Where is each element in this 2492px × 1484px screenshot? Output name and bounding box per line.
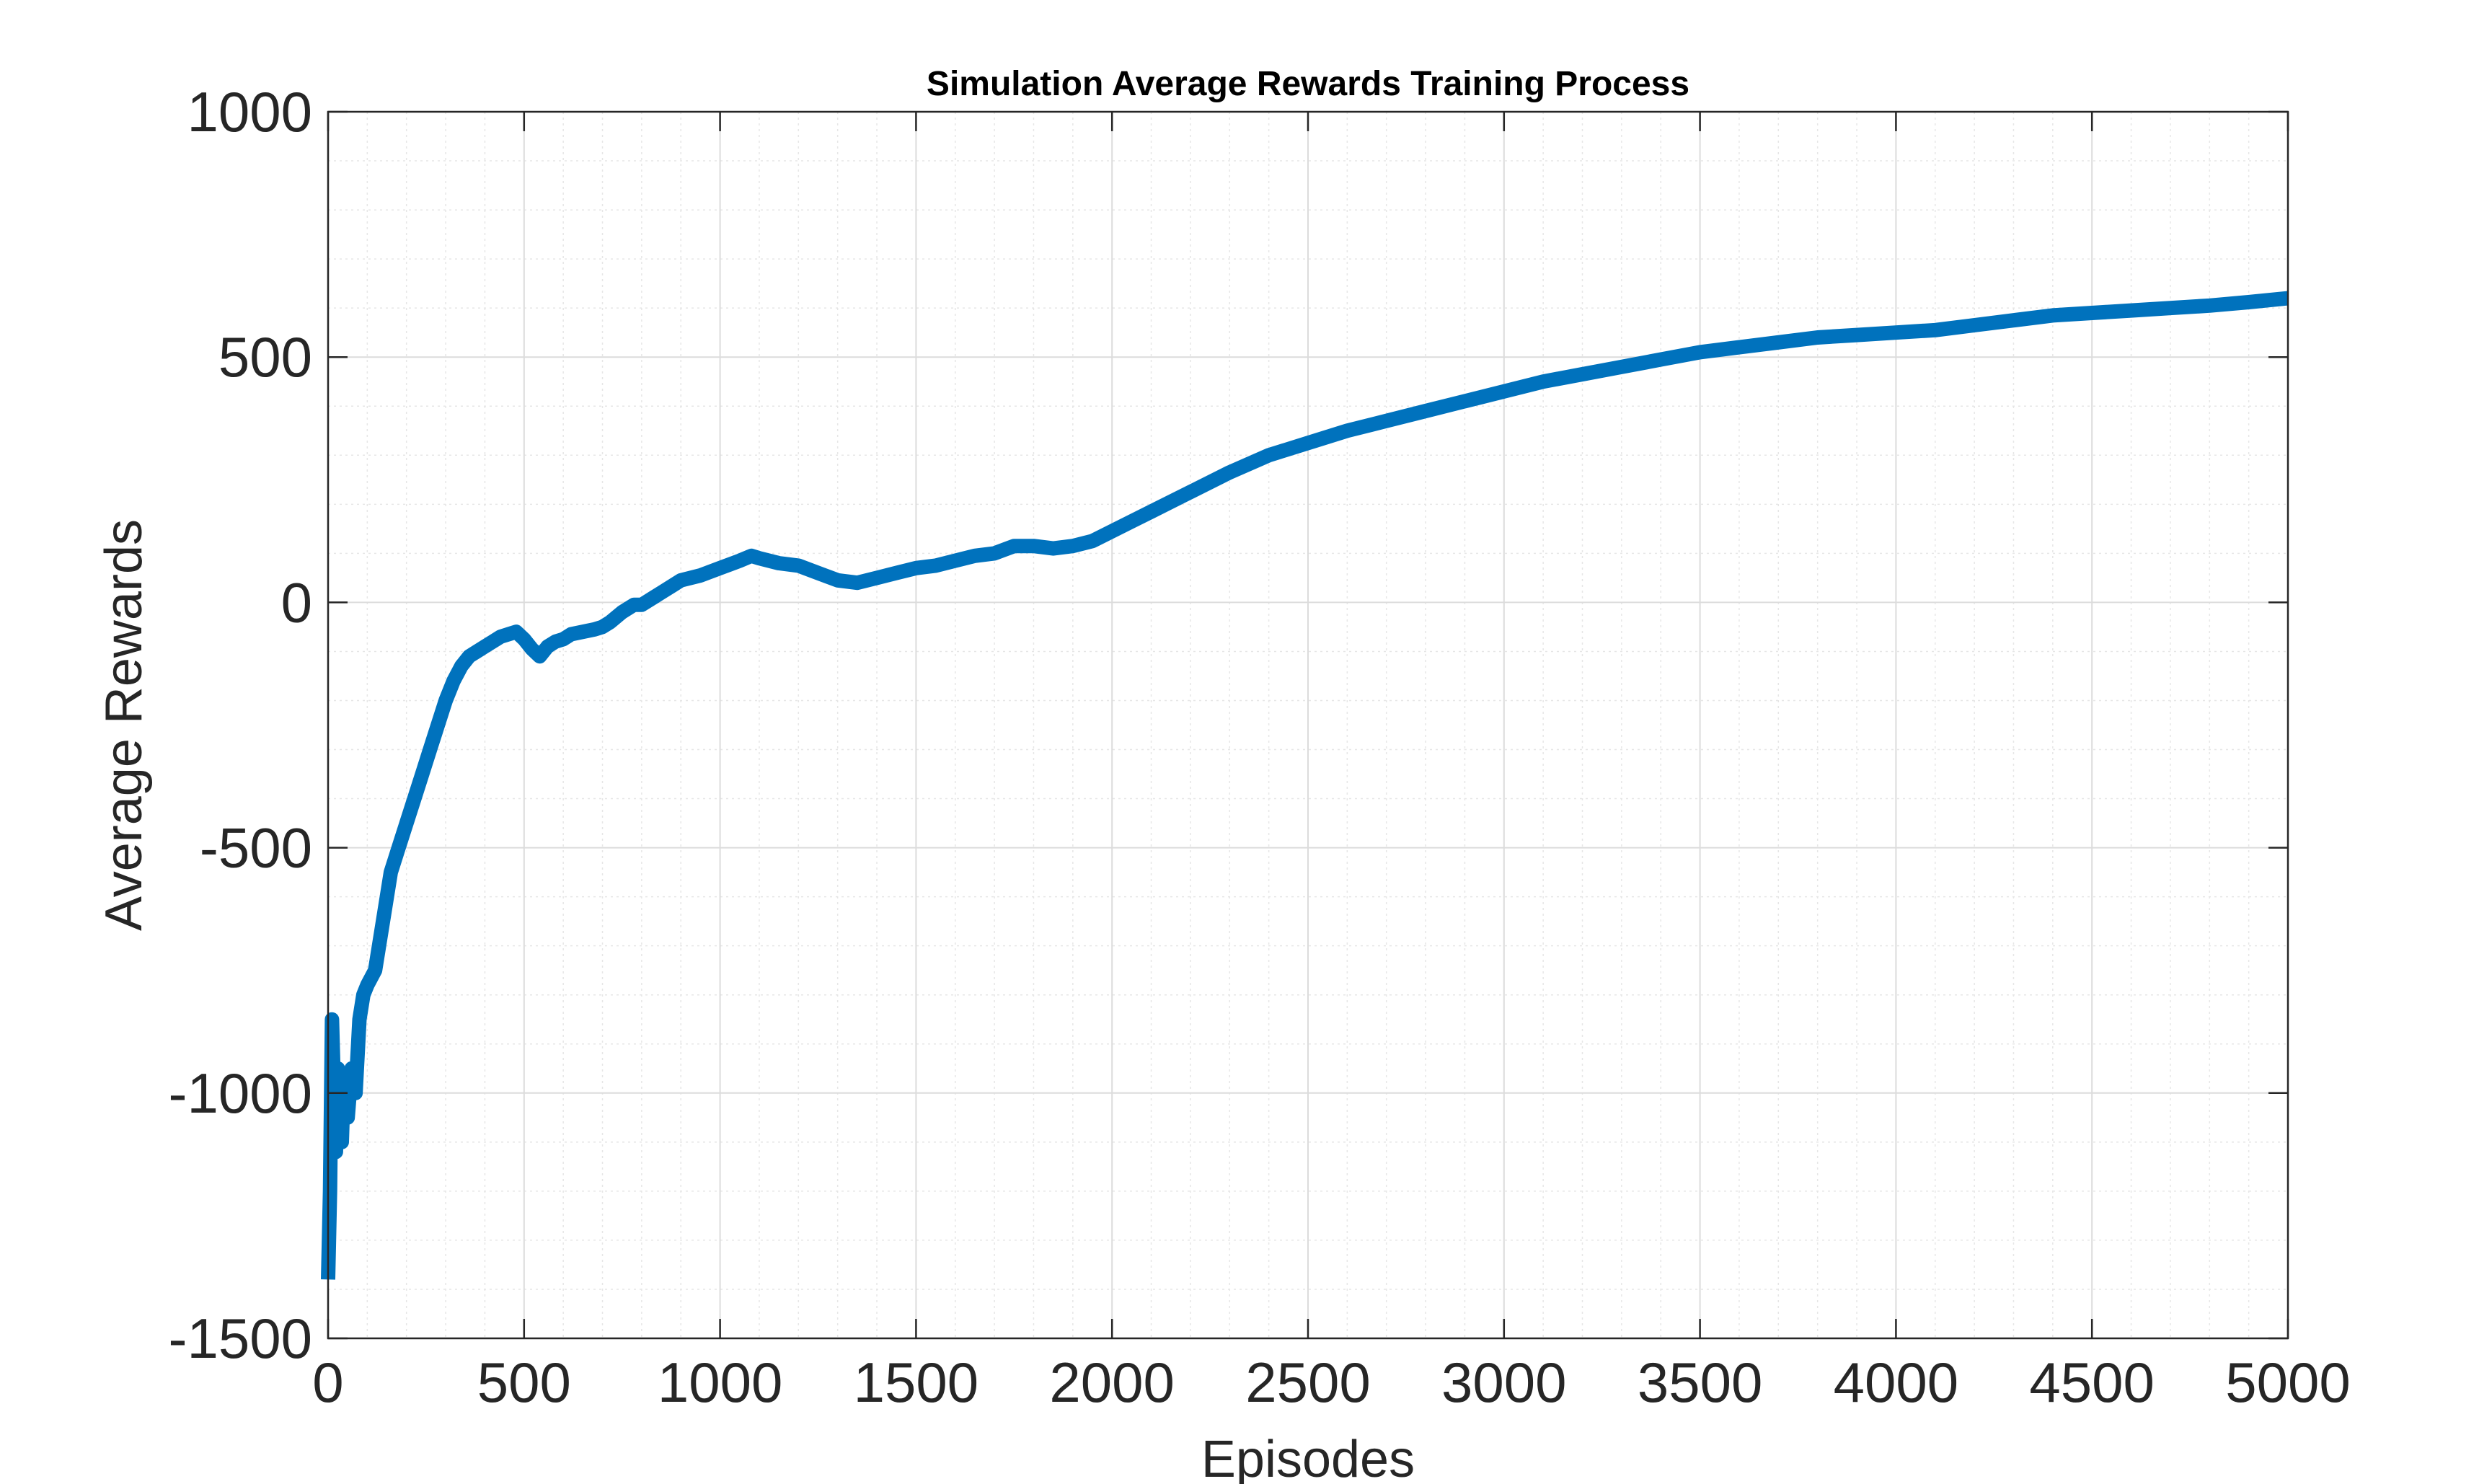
y-tick-label: -1000 [169,1061,313,1125]
x-tick-label: 3000 [1441,1351,1567,1414]
x-tick-label: 1000 [658,1351,783,1414]
series-line-0 [321,291,2289,1280]
x-tick-label: 2000 [1049,1351,1175,1414]
x-tick-label: 4500 [2029,1351,2155,1414]
x-tick-label: 4000 [1834,1351,1959,1414]
x-tick-label: 5000 [2225,1351,2351,1414]
y-tick-label: 0 [281,570,312,634]
ticks [327,110,2289,1340]
x-tick-label: 1500 [854,1351,979,1414]
x-tick-label: 0 [312,1351,343,1414]
series-layer [321,291,2289,1280]
y-tick-label: 500 [218,325,312,389]
x-axis-label: Episodes [1201,1431,1415,1484]
y-tick-label: 1000 [187,80,312,143]
y-tick-label: -500 [200,816,312,880]
minor-grid [328,112,2288,1338]
y-tick-labels: -1500 -1000 -500 0 500 1000 [169,80,313,1370]
x-tick-label: 500 [477,1351,571,1414]
chart-title: Simulation Average Rewards Training Proc… [927,65,1689,103]
y-axis-label: Average Rewards [95,519,153,931]
x-tick-label: 2500 [1245,1351,1371,1414]
y-tick-label: -1500 [169,1307,313,1370]
x-tick-label: 3500 [1638,1351,1763,1414]
x-tick-labels: 0 500 1000 1500 2000 2500 3000 3500 4000 4500 5000 [312,1351,2350,1414]
